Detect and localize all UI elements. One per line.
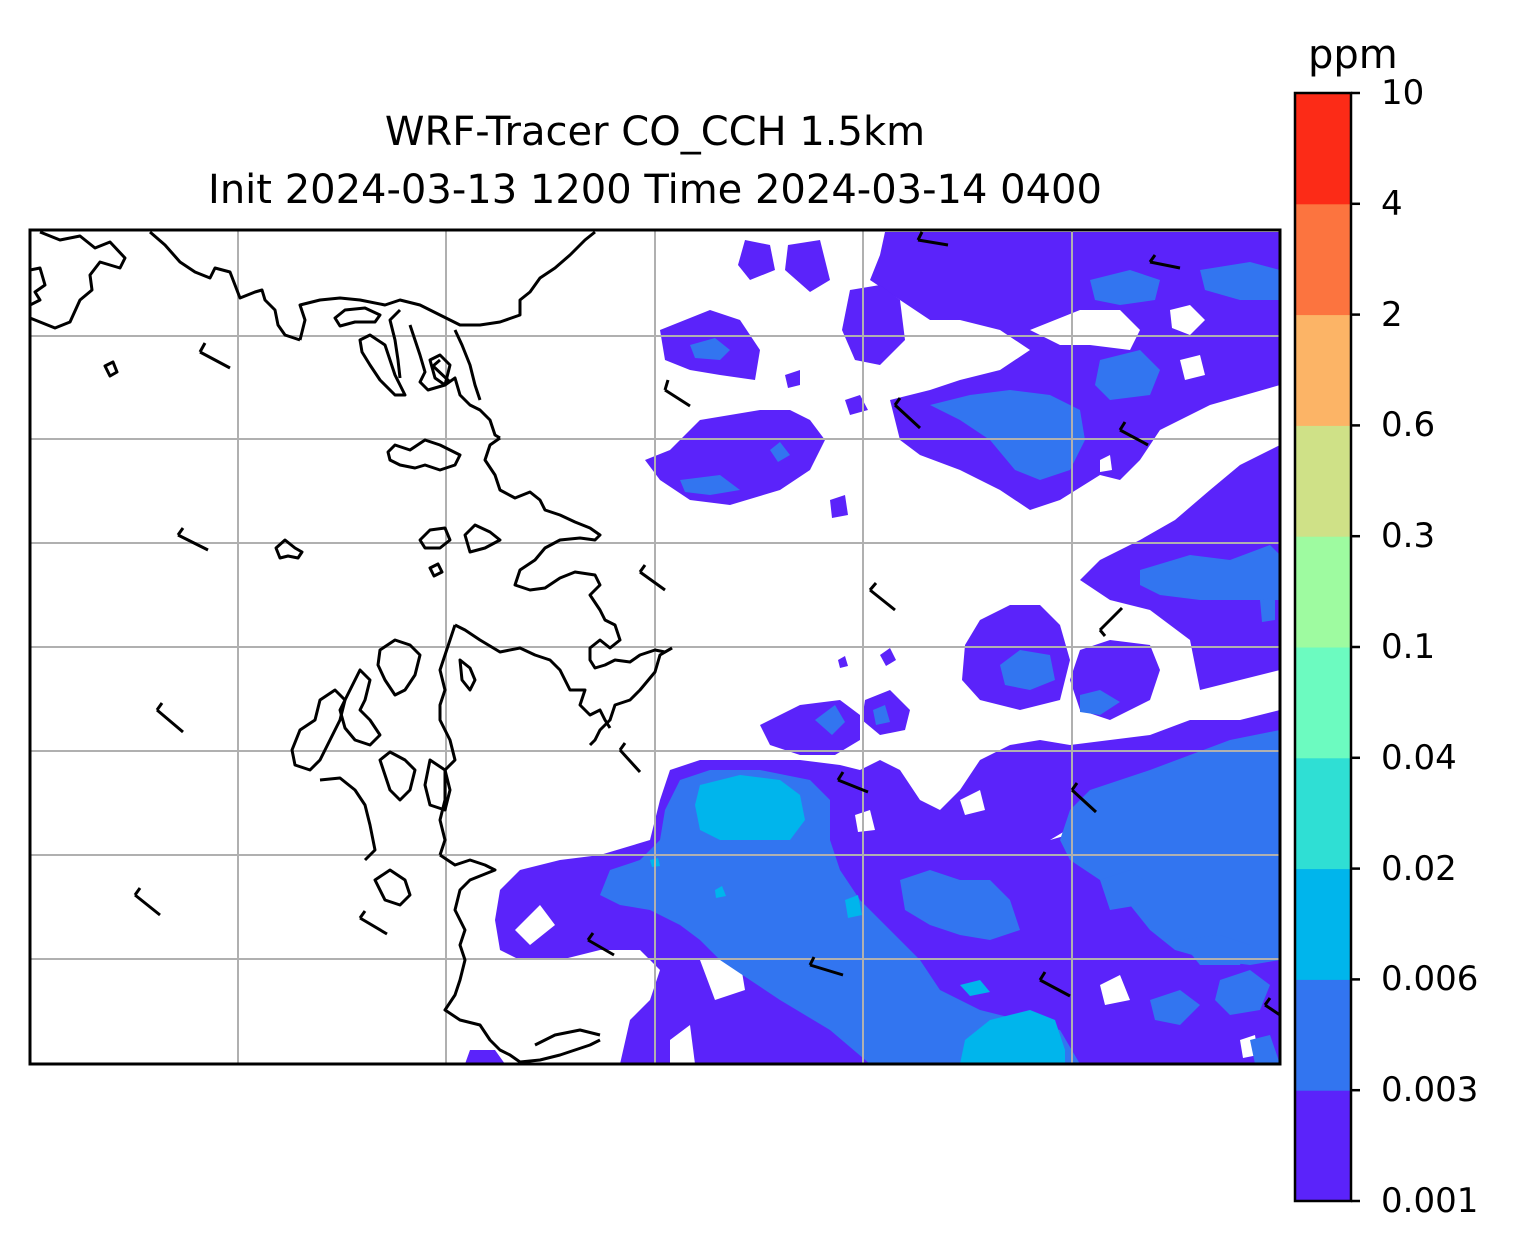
gridlines (30, 230, 1280, 1064)
colorbar (1295, 93, 1351, 1202)
map-panel (30, 230, 1280, 1064)
colorbar-tick-label: 0.02 (1381, 848, 1457, 889)
colorbar-tick-marks (1351, 91, 1360, 1203)
tracer-fill-mid (600, 262, 1280, 1064)
colorbar-swatch (1295, 203, 1351, 316)
colorbar-swatch (1295, 536, 1351, 648)
colorbar-tick-label: 0.3 (1381, 516, 1436, 557)
colorbar-tick-label: 0.6 (1381, 405, 1436, 446)
map-frame (28, 228, 1282, 1066)
map-title-line1: WRF-Tracer CO_CCH 1.5km (384, 109, 926, 155)
map-title-line2: Init 2024-03-13 1200 Time 2024-03-14 040… (208, 167, 1102, 213)
colorbar-tick-label: 2 (1381, 294, 1403, 335)
tracer-fill-high (650, 775, 1065, 1064)
colorbar-swatch (1295, 425, 1351, 537)
colorbar-swatch (1295, 757, 1351, 870)
colorbar-tick-label: 0.1 (1381, 627, 1436, 667)
colorbar-swatch (1295, 868, 1351, 980)
colorbar-tick-label: 0.001 (1381, 1181, 1479, 1221)
colorbar-swatch (1295, 314, 1351, 426)
colorbar-swatch (1295, 93, 1351, 205)
colorbar-tick-label: 4 (1381, 183, 1403, 224)
colorbar-swatch (1295, 1090, 1351, 1202)
colorbar-tick-label: 10 (1381, 73, 1425, 113)
coastlines (30, 230, 673, 1064)
colorbar-unit-label: ppm (1308, 32, 1398, 78)
colorbar-tick-label: 0.006 (1381, 959, 1479, 1000)
colorbar-swatch (1295, 979, 1351, 1091)
colorbar-tick-label: 0.04 (1381, 737, 1457, 778)
wind-barbs (133, 231, 1280, 1017)
colorbar-swatch (1295, 647, 1351, 759)
colorbar-tick-label: 0.003 (1381, 1070, 1479, 1111)
